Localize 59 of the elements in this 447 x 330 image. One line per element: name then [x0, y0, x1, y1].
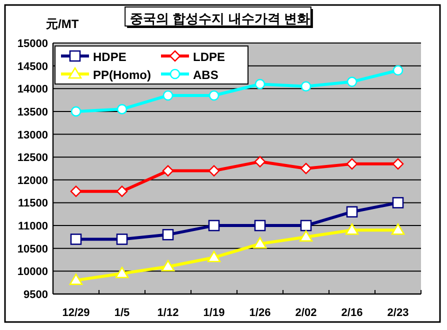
point — [254, 156, 266, 168]
x-tick-label: 1/5 — [114, 307, 130, 319]
point — [70, 234, 82, 245]
x-tick-label: 2/02 — [295, 307, 317, 319]
point — [115, 266, 129, 278]
y-tick-label: 12500 — [17, 152, 48, 164]
point — [299, 230, 313, 242]
point — [300, 162, 312, 174]
point — [116, 234, 128, 245]
y-axis-title: 元/MT — [45, 17, 80, 31]
point — [208, 165, 220, 176]
y-tick-label: 10500 — [17, 243, 48, 256]
x-tick-label: 1/19 — [203, 307, 225, 319]
x-tick-label: 12/29 — [62, 307, 90, 319]
point — [346, 206, 358, 218]
y-tick-label: 14000 — [17, 84, 48, 96]
point — [392, 197, 404, 208]
point — [70, 186, 82, 197]
legend-label: LDPE — [193, 50, 226, 64]
point — [161, 260, 175, 272]
y-tick-label: 15000 — [17, 38, 48, 50]
y-tick-label: 11500 — [18, 198, 48, 210]
point — [254, 78, 266, 90]
x-tick-label: 1/26 — [249, 307, 271, 319]
x-tick-label: 2/23 — [387, 307, 409, 319]
point — [300, 81, 312, 92]
y-tick-label: 10000 — [17, 266, 48, 278]
point — [254, 220, 266, 232]
chart-title: 중국의 합성수지 내수가격 변화 — [130, 11, 310, 26]
point — [392, 158, 404, 170]
point — [208, 90, 220, 101]
point — [70, 106, 82, 117]
point — [392, 65, 404, 76]
point — [300, 220, 312, 232]
x-tick-label: 1/12 — [157, 307, 179, 319]
point — [162, 90, 174, 101]
point — [345, 223, 359, 235]
point — [346, 76, 358, 87]
legend-label: PP(Homo) — [93, 68, 151, 82]
title: 중국의 합성수지 내수가격 변화 — [124, 6, 313, 28]
y-tick-label: 13500 — [17, 106, 48, 118]
point — [208, 220, 220, 232]
point — [207, 250, 221, 262]
legend-label: HDPE — [93, 50, 126, 64]
point — [162, 165, 174, 176]
y-tick-label: 13000 — [17, 129, 48, 142]
legend-label: ABS — [193, 68, 218, 82]
point — [162, 229, 174, 240]
y-tick-label: 9500 — [24, 289, 48, 301]
y-tick-label: 14500 — [17, 60, 48, 73]
point — [253, 237, 267, 248]
point — [69, 274, 83, 285]
point — [116, 104, 128, 114]
y-tick-label: 11000 — [18, 220, 48, 233]
y-tick-label: 12000 — [17, 174, 48, 187]
point — [346, 158, 358, 170]
point — [391, 223, 405, 235]
x-tick-label: 2/16 — [341, 307, 363, 319]
point — [116, 186, 128, 197]
